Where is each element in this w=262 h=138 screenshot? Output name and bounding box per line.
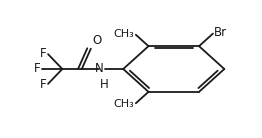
Text: N: N bbox=[95, 63, 104, 75]
Text: Br: Br bbox=[214, 26, 227, 39]
Text: F: F bbox=[40, 47, 47, 60]
Text: O: O bbox=[92, 34, 101, 47]
Text: CH₃: CH₃ bbox=[114, 99, 135, 109]
Text: F: F bbox=[40, 78, 47, 91]
Text: CH₃: CH₃ bbox=[114, 29, 135, 39]
Text: H: H bbox=[99, 79, 108, 91]
Text: F: F bbox=[34, 63, 40, 75]
